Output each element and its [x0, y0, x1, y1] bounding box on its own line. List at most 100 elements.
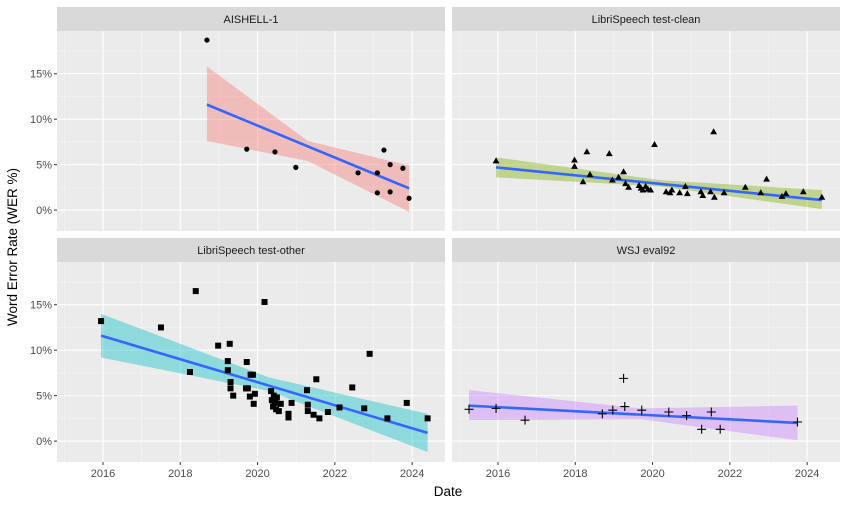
data-point	[799, 188, 807, 195]
data-point	[697, 424, 707, 434]
data-point	[699, 191, 707, 198]
x-tick-label: 2016	[486, 468, 510, 480]
data-point	[676, 189, 684, 196]
x-tick-label: 2024	[400, 468, 424, 480]
data-point	[664, 407, 674, 417]
data-point	[374, 170, 380, 176]
data-point	[782, 190, 790, 197]
x-tick-label: 2018	[563, 468, 587, 480]
x-tick-label: 2024	[795, 468, 819, 480]
facet-title: LibriSpeech test-other	[197, 245, 305, 257]
data-point	[818, 193, 826, 200]
data-point	[622, 180, 629, 187]
data-point	[244, 146, 250, 152]
data-point	[406, 195, 412, 201]
data-point	[316, 415, 323, 422]
data-point	[741, 183, 749, 190]
data-point	[275, 408, 282, 415]
facet-title: LibriSpeech test-clean	[592, 14, 701, 26]
data-point	[403, 399, 410, 406]
y-tick-label: 15%	[30, 69, 52, 81]
facet-panel: LibriSpeech test-clean	[452, 7, 840, 231]
x-tick-label: 2022	[718, 468, 742, 480]
data-point	[668, 186, 676, 193]
data-point	[400, 165, 406, 171]
x-axis-title: Date	[434, 484, 463, 499]
data-point	[270, 403, 277, 410]
data-point	[651, 141, 658, 148]
data-point	[310, 411, 317, 418]
data-point	[583, 148, 591, 155]
y-tick-label: 0%	[36, 436, 52, 448]
data-point	[387, 162, 393, 168]
data-point	[304, 408, 311, 415]
y-tick-label: 0%	[36, 205, 52, 217]
data-point	[261, 299, 268, 305]
data-point	[249, 371, 256, 378]
facet-strip	[57, 238, 445, 262]
data-point	[387, 189, 393, 195]
data-point	[579, 178, 587, 185]
data-point	[157, 324, 164, 331]
x-tick-label: 2018	[168, 468, 192, 480]
data-point	[251, 390, 258, 397]
data-point	[277, 400, 284, 407]
data-point	[271, 399, 278, 406]
data-point	[639, 186, 647, 193]
data-point	[244, 385, 251, 392]
y-tick-label: 15%	[30, 300, 52, 312]
data-point	[355, 170, 361, 176]
data-point	[715, 424, 725, 434]
data-point	[464, 404, 474, 414]
data-point	[625, 183, 633, 190]
data-point	[226, 340, 233, 347]
data-point	[324, 409, 331, 415]
trend-line	[468, 404, 798, 425]
plot-background	[57, 262, 445, 462]
data-point	[605, 150, 613, 157]
data-point	[711, 193, 718, 200]
data-point	[571, 162, 578, 169]
data-point	[186, 369, 193, 375]
plot-background	[452, 31, 840, 231]
x-tick-label: 2020	[640, 468, 664, 480]
y-tick-label: 5%	[36, 160, 52, 172]
data-point	[662, 188, 670, 195]
data-point	[492, 157, 500, 164]
data-point	[384, 415, 391, 422]
data-point	[374, 190, 380, 196]
data-point	[683, 190, 691, 197]
x-tick-label: 2022	[323, 468, 347, 480]
data-point	[246, 393, 253, 400]
data-point	[227, 379, 234, 385]
data-point	[224, 367, 231, 374]
data-point	[250, 400, 257, 407]
data-point	[288, 399, 295, 406]
data-point	[98, 318, 105, 325]
data-point	[361, 405, 368, 412]
data-point	[620, 402, 630, 412]
data-point	[313, 376, 320, 383]
facet-title: AISHELL-1	[223, 14, 278, 26]
data-point	[682, 411, 692, 421]
y-axis-title: Word Error Rate (WER %)	[5, 168, 20, 326]
plot-background	[452, 262, 840, 462]
data-point	[230, 392, 237, 399]
data-point	[571, 156, 578, 163]
data-point	[285, 410, 292, 417]
data-point	[243, 359, 250, 365]
data-point	[268, 397, 275, 404]
x-tick-label: 2016	[91, 468, 115, 480]
data-point	[620, 168, 627, 175]
data-point	[608, 176, 616, 183]
data-point	[293, 164, 299, 170]
confidence-band	[101, 313, 428, 452]
data-point	[268, 388, 275, 395]
data-point	[707, 188, 714, 195]
facet-strip	[57, 7, 445, 31]
data-point	[615, 173, 622, 180]
facet-title: WSJ eval92	[617, 245, 676, 257]
data-point	[608, 405, 618, 415]
trend-line	[495, 166, 822, 202]
data-point	[381, 147, 387, 153]
